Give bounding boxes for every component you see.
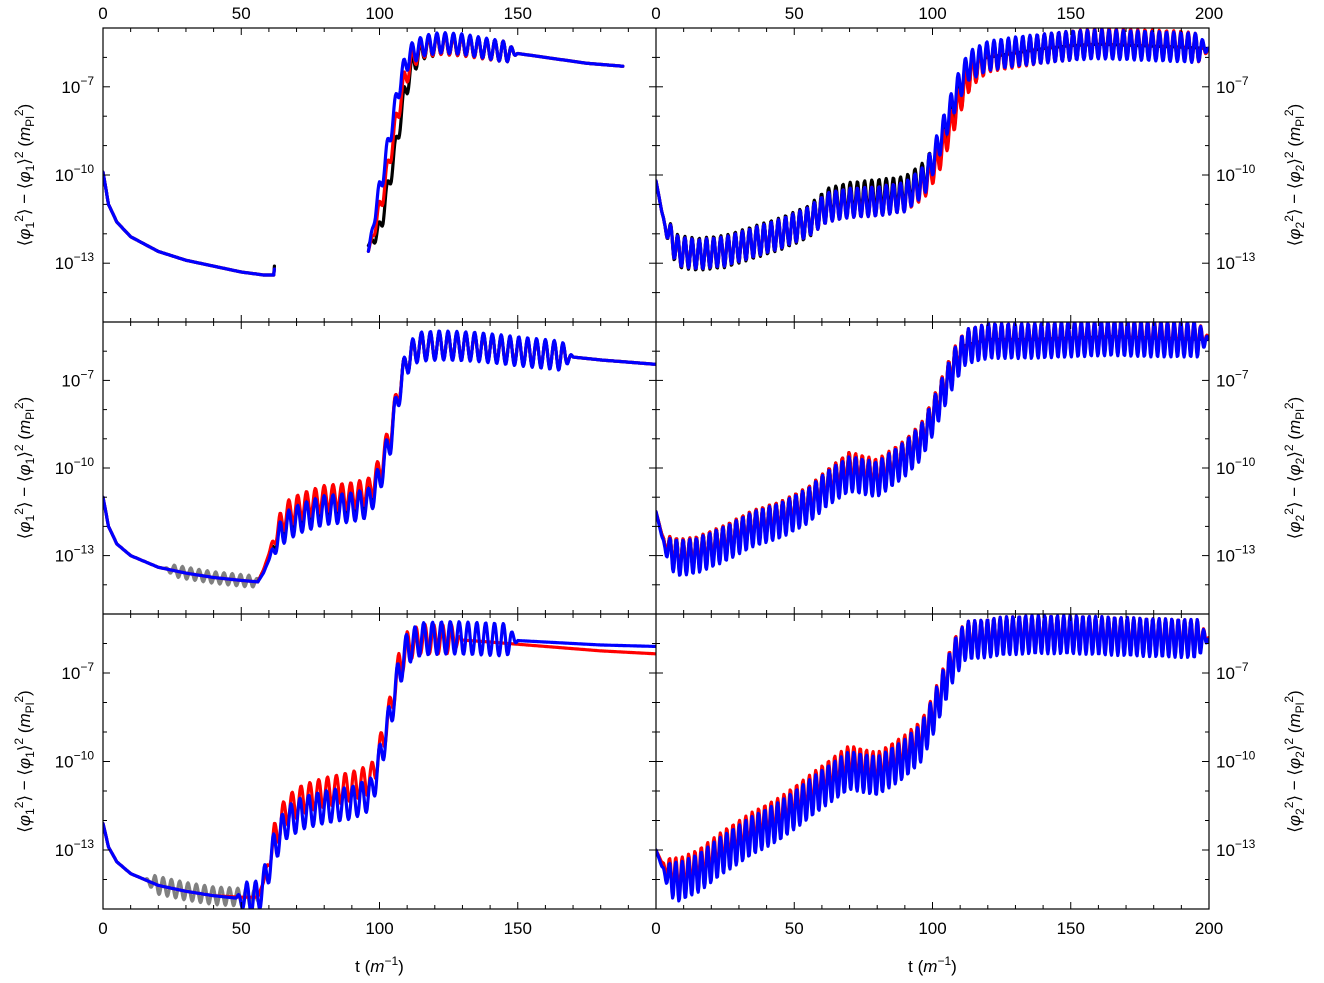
series-line-2-1-1 <box>256 331 656 584</box>
x-tick-label-bottom-right: 100 <box>918 919 946 938</box>
x-tick-label-top-right: 0 <box>651 4 660 23</box>
x-tick-label-top-right: 150 <box>1057 4 1085 23</box>
y-tick-label-right: 10−10 <box>1216 749 1256 772</box>
y-tick-label-left: 10−7 <box>61 74 94 97</box>
x-tick-label-bottom-left: 50 <box>232 919 251 938</box>
panel-1-2-lines <box>656 28 1209 272</box>
y-tick-label-right: 10−13 <box>1216 543 1256 566</box>
x-axis-label: t (m−1) <box>355 954 404 976</box>
y-tick-label-left: 10−7 <box>61 660 94 683</box>
plot-area <box>103 28 1209 909</box>
series-line-3-1-2 <box>103 620 656 909</box>
x-tick-label-bottom-right: 50 <box>785 919 804 938</box>
y-tick-label-left: 10−13 <box>55 250 95 273</box>
y-tick-label-left: 10−7 <box>61 367 94 390</box>
y-axis-label-left: ⟨φ12⟩ − ⟨φ1⟩2 (mPl2) <box>12 397 37 539</box>
y-tick-label-right: 10−7 <box>1216 367 1249 390</box>
series-line-3-2-1 <box>656 614 1209 903</box>
x-tick-label-bottom-left: 0 <box>98 919 107 938</box>
y-tick-label-left: 10−10 <box>55 749 95 772</box>
series-line-1-1-5 <box>366 31 625 253</box>
x-tick-label-bottom-right: 150 <box>1057 919 1085 938</box>
x-tick-label-top-left: 100 <box>365 4 393 23</box>
panel-3-1-lines <box>103 620 656 909</box>
series-line-1-2-2 <box>656 28 1209 270</box>
y-tick-label-right: 10−7 <box>1216 660 1249 683</box>
y-axis-label-left: ⟨φ12⟩ − ⟨φ1⟩2 (mPl2) <box>12 690 37 832</box>
y-tick-label-right: 10−13 <box>1216 250 1256 273</box>
y-tick-label-right: 10−10 <box>1216 162 1256 185</box>
x-tick-label-top-left: 150 <box>504 4 532 23</box>
y-tick-label-left: 10−10 <box>55 162 95 185</box>
x-tick-label-top-right: 50 <box>785 4 804 23</box>
axis-labels: 0 50 100 150 0 50 100 150 200 0 50 100 150 0 50 100 150 2… <box>12 4 1307 976</box>
x-tick-label-top-left: 0 <box>98 4 107 23</box>
y-axis-label-right: ⟨φ22⟩ − ⟨φ2⟩2 (mPl2) <box>1282 397 1307 539</box>
x-tick-label-top-left: 50 <box>232 4 251 23</box>
series-line-3-1-0 <box>103 821 260 908</box>
panel-2-2-lines <box>656 322 1209 577</box>
series-line-2-2-2 <box>656 322 1209 577</box>
y-tick-label-right: 10−7 <box>1216 74 1249 97</box>
series-line-1-1-4 <box>103 170 276 277</box>
x-axis-label: t (m−1) <box>908 954 957 976</box>
y-axis-label-right: ⟨φ22⟩ − ⟨φ2⟩2 (mPl2) <box>1282 104 1307 246</box>
y-tick-label-left: 10−13 <box>55 837 95 860</box>
x-tick-label-top-right: 100 <box>918 4 946 23</box>
y-tick-label-right: 10−10 <box>1216 455 1256 478</box>
panel-3-2-lines <box>656 614 1209 903</box>
x-tick-label-bottom-left: 150 <box>504 919 532 938</box>
panel-2-1-lines <box>103 329 656 589</box>
x-tick-label-top-right: 200 <box>1195 4 1223 23</box>
series-line-2-1-2 <box>103 331 656 584</box>
y-tick-label-left: 10−13 <box>55 543 95 566</box>
axis-ticks <box>102 27 1210 910</box>
y-axis-label-right: ⟨φ22⟩ − ⟨φ2⟩2 (mPl2) <box>1282 690 1307 832</box>
series-line-1-2-1 <box>656 28 1209 270</box>
x-tick-label-bottom-left: 100 <box>365 919 393 938</box>
series-line-1-2-0 <box>656 42 1209 272</box>
y-axis-label-left: ⟨φ12⟩ − ⟨φ1⟩2 (mPl2) <box>12 104 37 246</box>
x-tick-label-bottom-right: 0 <box>651 919 660 938</box>
x-tick-label-bottom-right: 200 <box>1195 919 1223 938</box>
panel-1-1-lines <box>103 31 625 277</box>
y-tick-label-left: 10−10 <box>55 455 95 478</box>
series-line-2-1-3 <box>103 329 656 584</box>
y-tick-label-right: 10−13 <box>1216 837 1256 860</box>
